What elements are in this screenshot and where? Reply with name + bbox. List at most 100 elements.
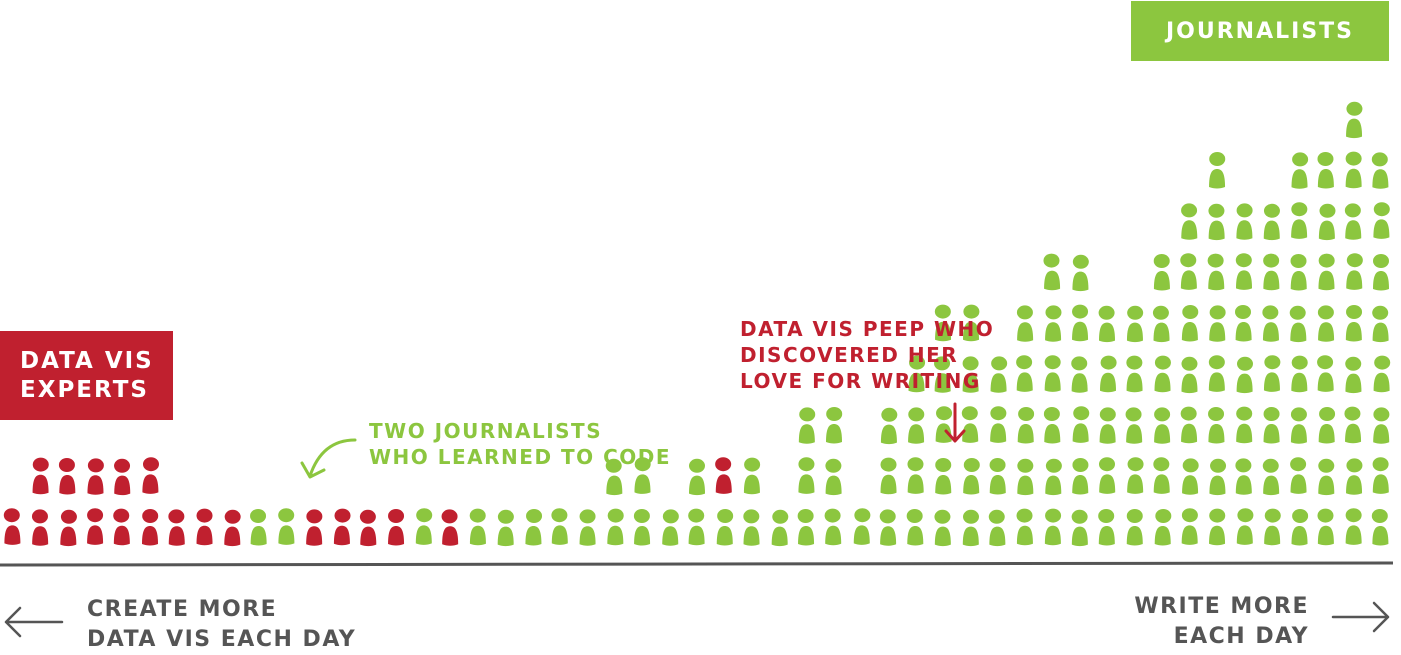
journalist-person-icon bbox=[1262, 458, 1280, 496]
journalist-person-icon bbox=[962, 356, 979, 393]
journalist-person-icon bbox=[1181, 508, 1198, 545]
journalist-person-icon bbox=[1373, 355, 1391, 393]
journalist-person-icon bbox=[1373, 202, 1390, 239]
journalist-person-icon bbox=[1180, 406, 1198, 444]
journalist-person-icon bbox=[634, 457, 651, 494]
journalist-person-icon bbox=[798, 457, 815, 494]
journalist-person-icon bbox=[1125, 407, 1143, 444]
journalist-person-icon bbox=[934, 356, 951, 393]
journalist-person-icon bbox=[1290, 457, 1307, 494]
data-vis-peep-annotation: DATA VIS PEEP WHO DISCOVERED HER LOVE FO… bbox=[740, 316, 994, 394]
expert-person-icon bbox=[224, 509, 241, 547]
journalist-person-icon bbox=[1345, 508, 1362, 545]
expert-person-icon bbox=[32, 457, 49, 495]
journalist-person-icon bbox=[1154, 407, 1171, 444]
journalist-person-icon bbox=[1263, 355, 1281, 392]
journalist-person-icon bbox=[1017, 407, 1035, 444]
axis-left-line1: CREATE MORE bbox=[87, 597, 278, 622]
journalist-person-icon bbox=[1127, 457, 1144, 494]
journalist-person-icon bbox=[1346, 253, 1363, 290]
expert-person-icon bbox=[31, 509, 49, 546]
journalist-person-icon bbox=[1043, 253, 1061, 291]
journalist-person-icon bbox=[1209, 152, 1226, 189]
journalist-person-icon bbox=[689, 458, 705, 496]
expert-person-icon bbox=[60, 509, 77, 547]
expert-person-icon bbox=[388, 509, 405, 546]
journalist-person-icon bbox=[1235, 305, 1252, 342]
journalist-person-icon bbox=[1072, 406, 1090, 443]
journalist-person-icon bbox=[662, 509, 679, 546]
people-layer bbox=[3, 101, 1391, 547]
journalist-person-icon bbox=[579, 509, 596, 546]
journalist-person-icon bbox=[1291, 202, 1308, 239]
journalist-person-icon bbox=[605, 458, 623, 496]
journalist-person-icon bbox=[1209, 458, 1227, 496]
journalist-person-icon bbox=[961, 406, 979, 443]
journalist-person-icon bbox=[1126, 509, 1143, 546]
annotation-line: TWO JOURNALISTS bbox=[369, 419, 603, 443]
journalist-person-icon bbox=[1373, 407, 1390, 444]
journalist-person-icon bbox=[908, 407, 925, 444]
arrow-down-icon bbox=[944, 402, 966, 443]
journalist-person-icon bbox=[1182, 458, 1199, 495]
expert-person-icon bbox=[359, 509, 377, 547]
journalist-person-icon bbox=[1346, 101, 1363, 139]
journalist-person-icon bbox=[1044, 508, 1062, 546]
journalist-person-icon bbox=[1045, 305, 1062, 342]
journalist-person-icon bbox=[1263, 253, 1280, 291]
expert-person-icon bbox=[441, 509, 459, 546]
expert-person-icon bbox=[142, 509, 159, 546]
journalist-person-icon bbox=[250, 509, 267, 546]
journalist-person-icon bbox=[1154, 509, 1172, 546]
expert-person-icon bbox=[114, 458, 131, 496]
journalist-person-icon bbox=[1344, 203, 1362, 240]
journalist-person-icon bbox=[962, 509, 979, 547]
journalist-person-icon bbox=[1208, 407, 1225, 444]
experts-label-line1: DATA VIS bbox=[20, 348, 154, 374]
journalist-person-icon bbox=[415, 508, 433, 545]
journalist-person-icon bbox=[1236, 356, 1253, 394]
journalist-person-icon bbox=[1098, 509, 1115, 546]
journalist-person-icon bbox=[1317, 305, 1335, 342]
journalists-label: JOURNALISTS bbox=[1131, 1, 1389, 61]
journalist-person-icon bbox=[935, 406, 953, 443]
journalist-person-icon bbox=[1290, 254, 1307, 291]
journalist-person-icon bbox=[963, 458, 980, 495]
axis-right-label: WRITE MORE EACH DAY bbox=[1134, 592, 1309, 652]
journalist-person-icon bbox=[469, 508, 486, 546]
journalist-person-icon bbox=[908, 355, 926, 393]
journalist-person-icon bbox=[525, 509, 543, 546]
journalist-person-icon bbox=[1071, 509, 1088, 547]
journalist-person-icon bbox=[935, 458, 952, 495]
annotation-line: DATA VIS PEEP WHO bbox=[740, 317, 995, 341]
axis-left-line2: DATA VIS EACH DAY bbox=[87, 627, 357, 652]
data-vis-experts-label: DATA VIS EXPERTS bbox=[0, 331, 173, 420]
journalist-person-icon bbox=[1264, 508, 1281, 546]
axis-right-line1: WRITE MORE bbox=[1134, 594, 1309, 619]
journalist-person-icon bbox=[934, 509, 951, 547]
journalist-person-icon bbox=[1317, 355, 1334, 392]
expert-person-icon bbox=[306, 509, 323, 546]
journalist-person-icon bbox=[1209, 508, 1226, 546]
journalist-person-icon bbox=[1371, 509, 1389, 546]
journalist-person-icon bbox=[1318, 253, 1335, 291]
journalist-person-icon bbox=[880, 407, 898, 445]
journalist-person-icon bbox=[1016, 305, 1034, 342]
journalist-person-icon bbox=[1236, 508, 1254, 545]
journalist-person-icon bbox=[1262, 305, 1279, 342]
journalist-person-icon bbox=[1016, 355, 1033, 392]
journalist-person-icon bbox=[990, 356, 1008, 393]
journalist-person-icon bbox=[1345, 151, 1362, 189]
journalists-label-text: JOURNALISTS bbox=[1165, 18, 1355, 44]
journalist-person-icon bbox=[934, 304, 952, 342]
journalist-person-icon bbox=[1017, 458, 1034, 496]
journalist-person-icon bbox=[797, 509, 815, 546]
journalist-person-icon bbox=[1318, 203, 1336, 241]
journalist-person-icon bbox=[1072, 458, 1089, 495]
expert-person-icon bbox=[87, 458, 104, 495]
journalist-person-icon bbox=[880, 457, 897, 495]
journalist-person-icon bbox=[853, 508, 871, 545]
journalist-person-icon bbox=[1291, 355, 1308, 393]
journalist-person-icon bbox=[1152, 305, 1170, 343]
